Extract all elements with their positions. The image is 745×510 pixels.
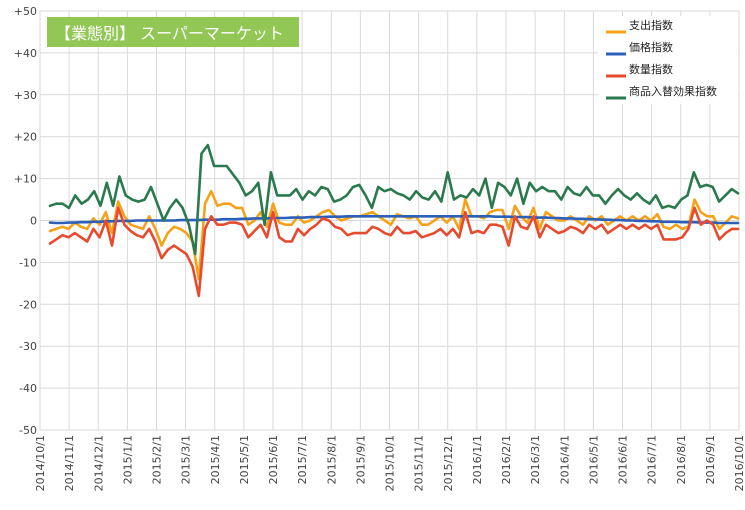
chart-title: 【業態別】 スーパーマーケット — [47, 17, 299, 47]
x-tick-label: 2015/12/1 — [442, 435, 455, 491]
series-line — [48, 206, 740, 298]
y-tick-label: -10 — [19, 256, 37, 269]
legend-label: 商品入替効果指数 — [629, 84, 717, 98]
y-tick-label: 0 — [30, 215, 37, 228]
y-tick-label: -50 — [19, 424, 37, 437]
x-tick-label: 2014/12/1 — [92, 435, 105, 491]
x-tick-label: 2016/1/1 — [471, 435, 484, 484]
x-tick-label: 2015/2/1 — [151, 435, 164, 484]
x-tick-label: 2015/6/1 — [267, 435, 280, 484]
x-tick-label: 2014/11/1 — [63, 435, 76, 491]
y-tick-label: -30 — [19, 340, 37, 353]
legend-label: 支出指数 — [629, 18, 673, 32]
y-tick-label: +10 — [14, 173, 37, 186]
series-lines — [48, 143, 740, 298]
x-tick-label: 2016/4/1 — [558, 435, 571, 484]
x-tick-label: 2016/9/1 — [704, 435, 717, 484]
legend-label: 数量指数 — [629, 62, 673, 76]
x-tick-label: 2016/7/1 — [646, 435, 659, 484]
series-line — [48, 189, 740, 281]
x-tick-label: 2015/10/1 — [384, 435, 397, 491]
y-tick-label: +30 — [14, 89, 37, 102]
x-tick-label: 2016/6/1 — [617, 435, 630, 484]
x-tick-label: 2015/5/1 — [238, 435, 251, 484]
x-tick-label: 2015/4/1 — [209, 435, 222, 484]
x-tick-label: 2016/2/1 — [500, 435, 513, 484]
x-tick-label: 2015/9/1 — [354, 435, 367, 484]
legend-label: 価格指数 — [629, 40, 673, 54]
x-tick-label: 2016/3/1 — [529, 435, 542, 484]
x-tick-label: 2016/8/1 — [675, 435, 688, 484]
y-tick-label: +50 — [14, 5, 37, 18]
x-tick-label: 2015/11/1 — [413, 435, 426, 491]
series-line — [48, 143, 740, 256]
y-tick-label: +40 — [14, 47, 37, 60]
x-tick-label: 2015/8/1 — [325, 435, 338, 484]
y-tick-label: +20 — [14, 131, 37, 144]
x-tick-label: 2015/3/1 — [180, 435, 193, 484]
x-tick-label: 2016/10/1 — [733, 435, 745, 491]
y-axis-ticks: +50 +40 +30 +20 +10 0 -10 -20 -30 -40 -50 — [14, 5, 37, 437]
x-tick-label: 2014/10/1 — [34, 435, 47, 491]
chart-title-text: 【業態別】 スーパーマーケット — [55, 24, 284, 43]
x-tick-label: 2015/1/1 — [121, 435, 134, 484]
y-tick-label: -20 — [19, 298, 37, 311]
x-axis-ticks: 2014/10/1 2014/11/1 2014/12/1 2015/1/1 2015/… — [34, 435, 745, 491]
x-tick-label: 2015/7/1 — [296, 435, 309, 484]
x-tick-label: 2016/5/1 — [587, 435, 600, 484]
y-tick-label: -40 — [19, 382, 37, 395]
